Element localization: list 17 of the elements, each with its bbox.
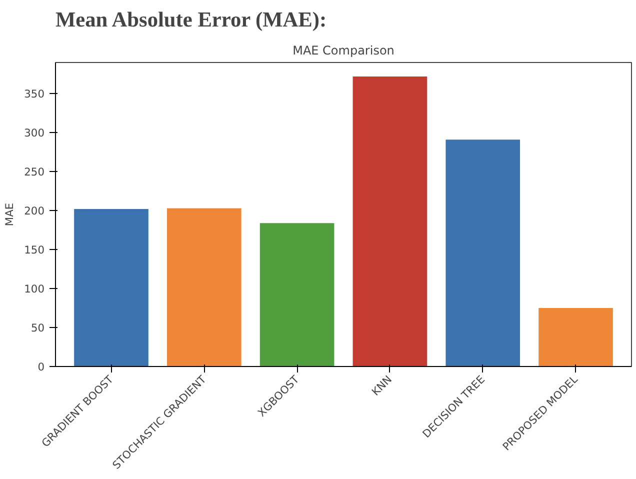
chart-subtitle: MAE Comparison (292, 44, 394, 58)
y-tick-label: 0 (38, 360, 45, 374)
y-tick-label: 300 (24, 126, 45, 140)
y-tick-label: 150 (24, 244, 45, 257)
y-tick-label: 350 (24, 88, 45, 101)
bar (74, 209, 148, 366)
bar (538, 308, 613, 366)
bar (166, 208, 242, 366)
bar (260, 223, 334, 366)
y-axis-title: MAE (3, 202, 16, 226)
chart-title: Mean Absolute Error (MAE): (56, 8, 327, 32)
bar (446, 140, 520, 366)
y-tick-label: 200 (24, 204, 45, 218)
y-tick-label: 250 (24, 166, 45, 179)
bar (352, 76, 428, 366)
y-tick-label: 50 (30, 322, 45, 335)
y-tick-label: 100 (24, 282, 45, 296)
